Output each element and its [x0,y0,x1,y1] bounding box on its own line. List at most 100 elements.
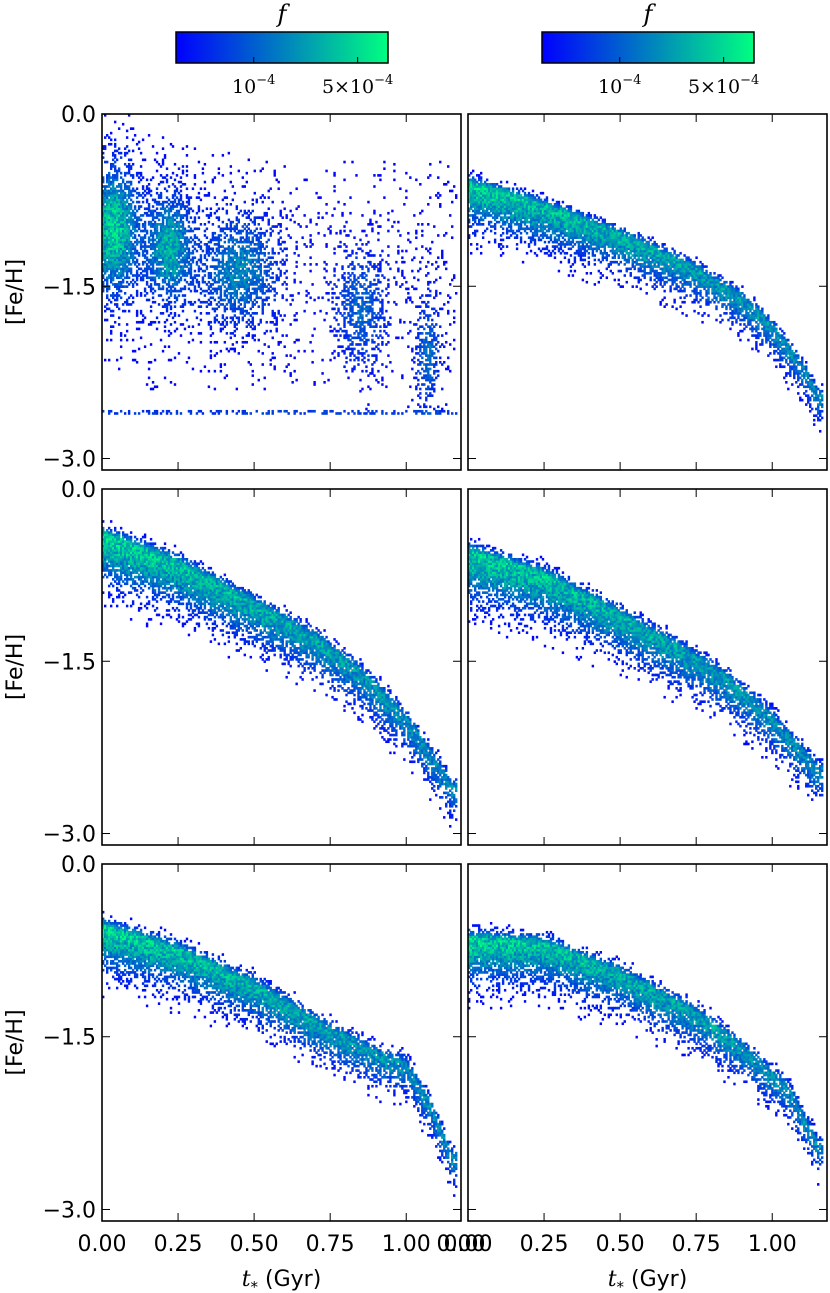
heatmap-cell [421,256,424,260]
heatmap-cell [229,165,233,168]
heatmap-cell [343,271,346,275]
heatmap-cell [109,314,113,317]
heatmap-cell [103,200,107,204]
heatmap-cell [109,211,113,215]
heatmap-cell [175,251,179,255]
heatmap-cell [189,276,193,280]
heatmap-cell [263,387,266,391]
heatmap-cell [147,267,151,271]
heatmap-cell [381,249,384,253]
heatmap-cell [133,280,137,284]
heatmap-cell [151,216,155,219]
heatmap-cell [333,356,336,360]
heatmap-cell [155,243,159,246]
heatmap-cell [391,369,394,373]
heatmap-cell [155,169,159,173]
heatmap-cell [113,231,117,235]
heatmap-cell [127,205,131,208]
heatmap-cell [177,211,181,215]
heatmap-cell [111,225,115,228]
heatmap-cell [102,225,105,228]
heatmap-cell [231,409,235,413]
heatmap-cell [105,194,109,197]
heatmap-cell [181,223,185,226]
heatmap-cell [113,263,117,266]
heatmap-cell [163,187,167,191]
heatmap-cell [119,240,123,244]
heatmap-cell [171,218,175,222]
heatmap-cell [109,180,113,184]
heatmap-cell [169,358,173,362]
heatmap-cell [161,136,165,139]
heatmap-cell [169,300,173,304]
heatmap-cell [235,327,239,331]
heatmap-cell [123,220,127,224]
heatmap-cell [121,218,125,222]
heatmap-cell [131,127,135,130]
heatmap-cell [107,214,111,217]
heatmap-cell [187,300,191,304]
heatmap-cell [381,409,384,413]
heatmap-cell [449,323,452,326]
heatmap-cell [523,187,527,191]
heatmap-cell [331,296,334,300]
heatmap-cell [121,285,125,288]
heatmap-cell [155,267,159,271]
heatmap-cell [147,285,151,288]
heatmap-cell [109,238,113,242]
heatmap-cell [159,236,163,240]
heatmap-cell [107,180,111,184]
heatmap-cell [159,263,163,266]
heatmap-cell [181,274,185,277]
heatmap-cell [155,229,159,233]
heatmap-cell [143,289,147,293]
heatmap-cell [189,289,193,293]
heatmap-cell [275,327,278,331]
heatmap-cell [431,263,434,266]
heatmap-cell [187,325,191,329]
heatmap-cell [341,211,344,215]
heatmap-cell [167,358,171,362]
heatmap-cell [121,216,125,219]
heatmap-cell [151,271,155,275]
heatmap-cell [183,254,187,257]
heatmap-cell [103,227,107,231]
heatmap-cell [113,145,117,148]
heatmap-cell [187,229,191,233]
heatmap-cell [413,214,416,217]
heatmap-cell [171,171,175,175]
heatmap-cell [177,231,181,235]
heatmap-cell [175,240,179,244]
heatmap-cell [211,247,215,251]
heatmap-cell [173,200,177,204]
heatmap-cell [177,289,181,293]
heatmap-cell [161,251,165,255]
heatmap-cell [131,358,135,362]
heatmap-cell [209,207,213,211]
heatmap-cell [179,305,183,308]
heatmap-cell [203,187,207,191]
heatmap-cell [397,412,400,415]
heatmap-cell [102,234,105,237]
heatmap-cell [281,334,284,337]
heatmap-cell [163,238,167,242]
heatmap-cell [173,287,177,291]
heatmap-cell [225,307,229,311]
heatmap-cell [129,245,133,248]
heatmap-cell [177,220,181,224]
heatmap-cell [383,196,386,199]
heatmap-cell [177,200,181,204]
heatmap-cell [121,214,125,217]
heatmap-cell [429,196,432,199]
heatmap-cell [151,320,155,324]
heatmap-cell [107,249,111,253]
heatmap-cell [141,320,145,324]
heatmap-cell [145,263,149,266]
heatmap-cell [157,283,161,286]
heatmap-cell [377,287,380,291]
heatmap-cell [181,243,185,246]
heatmap-cell [199,332,203,335]
heatmap-cell [209,211,213,215]
heatmap-cell [111,176,115,179]
heatmap-cell [143,189,147,193]
